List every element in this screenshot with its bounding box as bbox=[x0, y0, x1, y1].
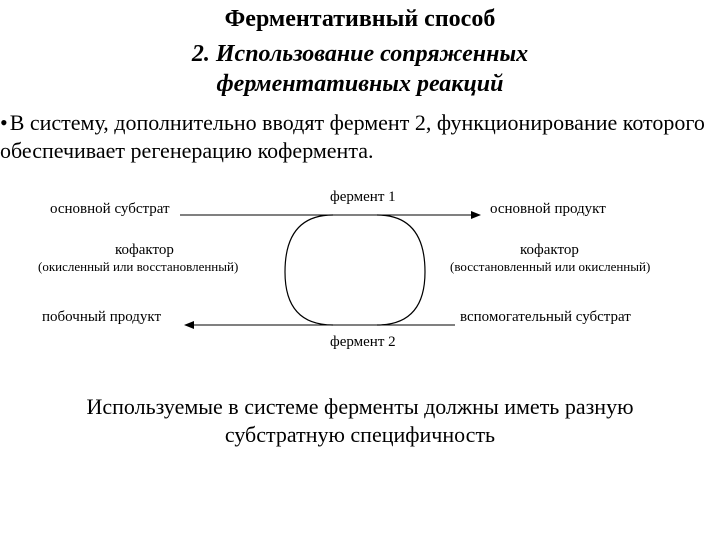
label-byproduct: побочный продукт bbox=[42, 310, 161, 326]
label-main-product: основной продукт bbox=[490, 202, 606, 218]
label-aux-substrate: вспомогательный субстрат bbox=[460, 310, 631, 326]
subtitle-line2: ферментативных реакций bbox=[217, 71, 504, 97]
page-subtitle: 2. Использование сопряженных ферментатив… bbox=[0, 39, 720, 99]
label-enzyme1: фермент 1 bbox=[330, 190, 396, 206]
label-cofactor-right-l2: (восстановленный или окисленный) bbox=[450, 260, 650, 274]
label-cofactor-left-l1: кофактор bbox=[115, 243, 174, 259]
footer-paragraph: Используемые в системе ферменты должны и… bbox=[0, 393, 720, 448]
diagram: фермент 1 фермент 2 основной субстрат ос… bbox=[0, 180, 720, 375]
page-title: Ферментативный способ bbox=[0, 6, 720, 33]
label-cofactor-right-l1: кофактор bbox=[520, 243, 579, 259]
subtitle-line1: 2. Использование сопряженных bbox=[192, 41, 528, 67]
bullet-paragraph: В систему, дополнительно вводят фермент … bbox=[0, 109, 720, 164]
oval-left-arc bbox=[285, 215, 333, 325]
oval-right-arc bbox=[377, 215, 425, 325]
label-enzyme2: фермент 2 bbox=[330, 335, 396, 351]
label-main-substrate: основной субстрат bbox=[50, 202, 170, 218]
label-cofactor-left-l2: (окисленный или восстановленный) bbox=[38, 260, 238, 274]
